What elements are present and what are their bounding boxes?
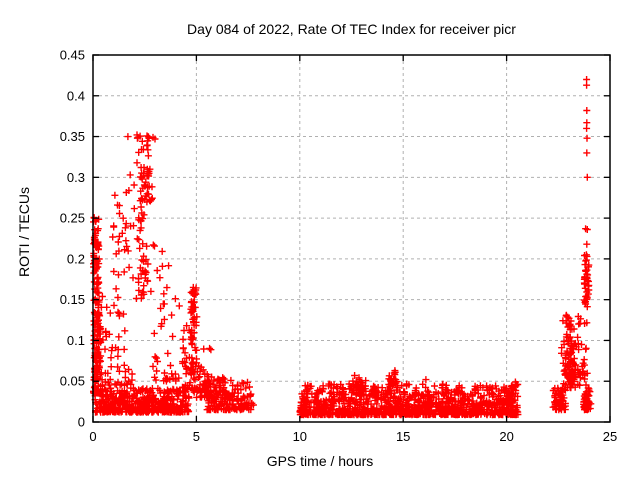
y-tick-label: 0.15 [60,292,85,307]
scatter-points [90,76,595,419]
x-axis-label: GPS time / hours [266,453,374,469]
y-tick-label: 0.4 [67,88,85,103]
x-tick-label: 20 [499,429,513,444]
x-tick-label: 25 [603,429,617,444]
y-tick-label: 0 [78,415,85,430]
y-tick-label: 0.3 [67,170,85,185]
plot-border [92,54,611,423]
x-tick-label: 5 [193,429,200,444]
x-tick-label: 0 [89,429,96,444]
x-tick-label: 15 [396,429,410,444]
y-tick-label: 0.45 [60,48,85,63]
y-tick-label: 0.05 [60,374,85,389]
chart-title: Day 084 of 2022, Rate Of TEC Index for r… [187,21,516,37]
y-tick-label: 0.35 [60,129,85,144]
x-tick-label: 10 [293,429,307,444]
y-tick-label: 0.2 [67,251,85,266]
y-tick-label: 0.1 [67,333,85,348]
y-tick-label: 0.25 [60,211,85,226]
